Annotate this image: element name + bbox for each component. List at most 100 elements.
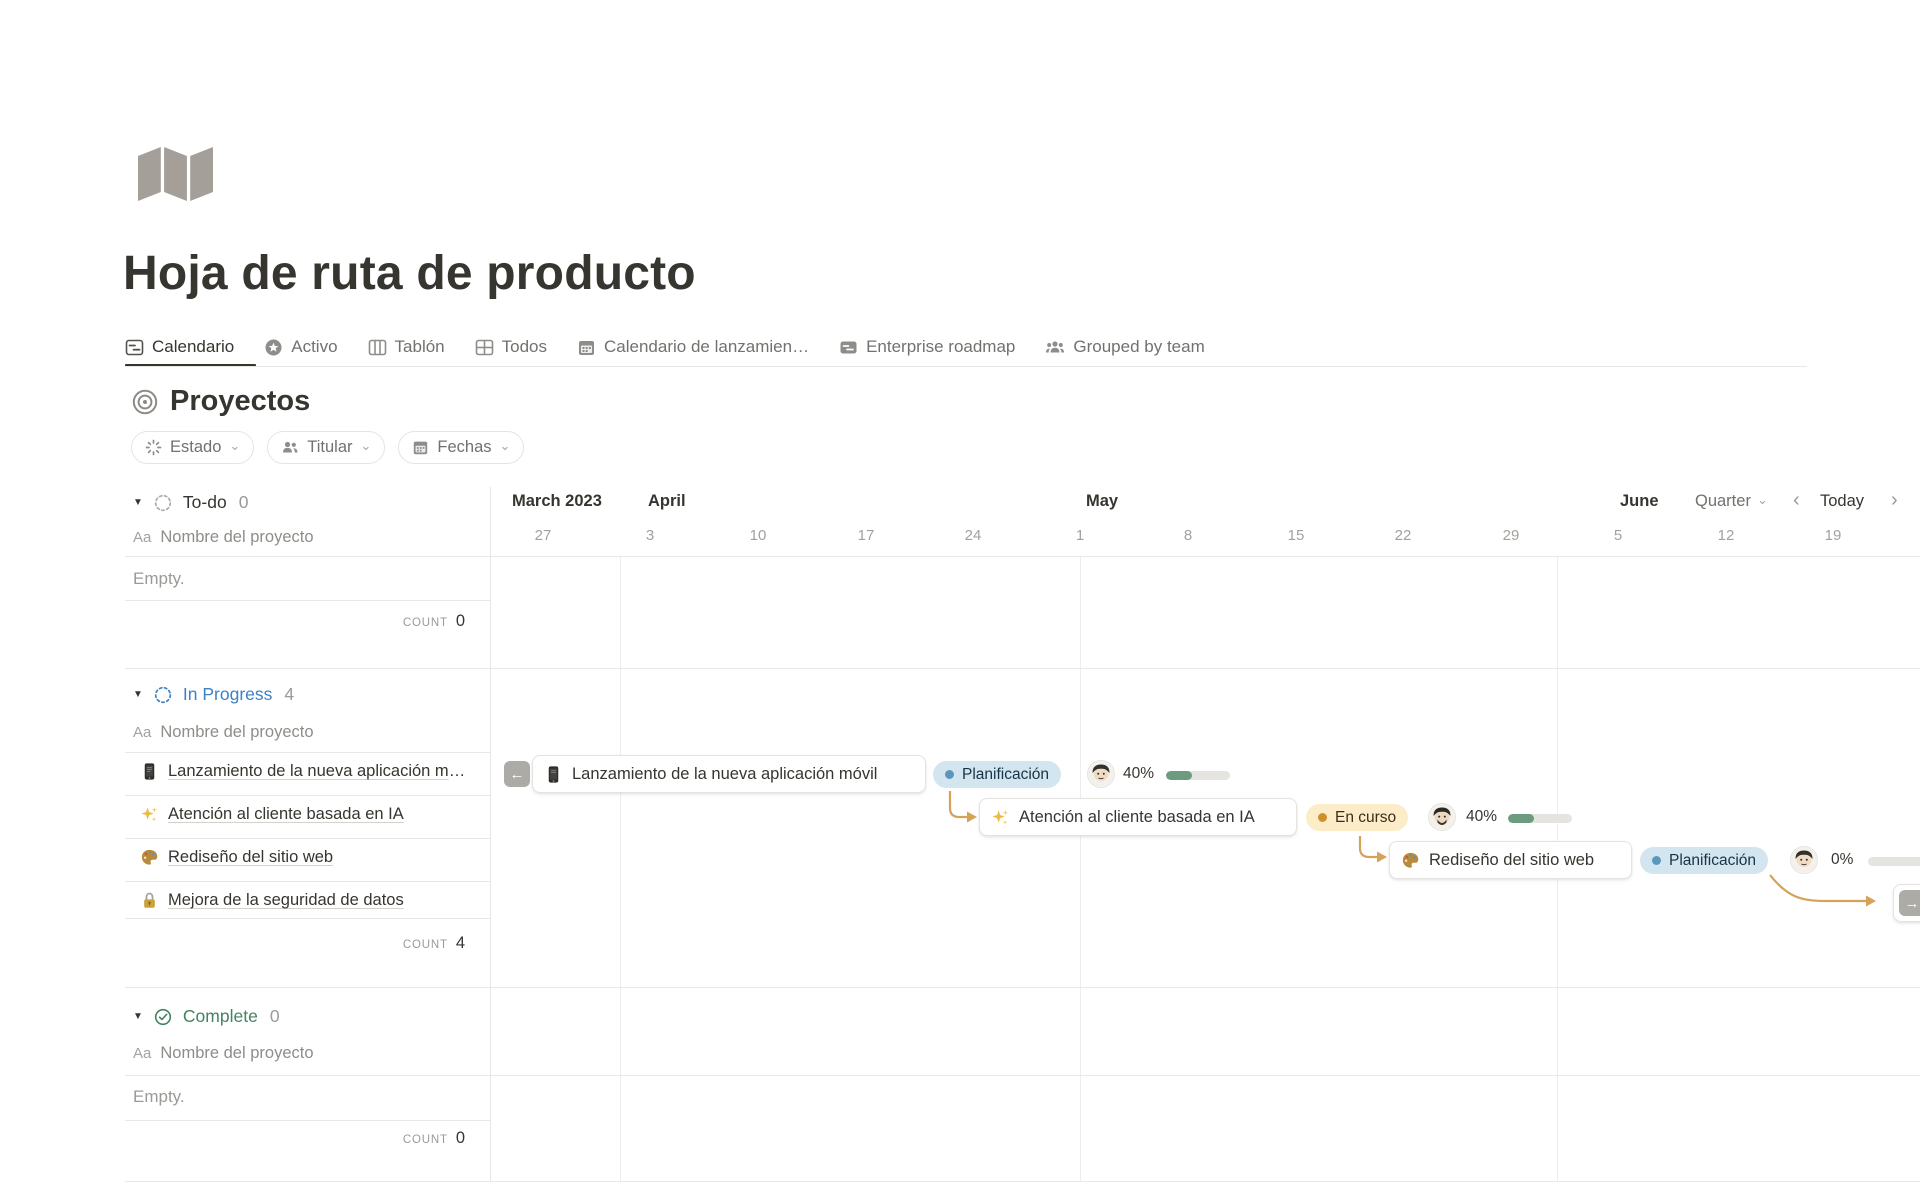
tab-calendario[interactable]: Calendario: [125, 337, 234, 357]
filter-titular[interactable]: Titular ⌄: [267, 431, 386, 464]
people-group-icon: [1045, 338, 1065, 357]
gridline-header-bottom: [125, 556, 1920, 557]
date-tick: 27: [534, 527, 552, 544]
group-name: To-do: [182, 492, 227, 512]
row-separator: [125, 918, 490, 919]
mobile-phone-icon: [140, 762, 159, 781]
today-button[interactable]: Today: [1820, 492, 1864, 511]
tab-tablon[interactable]: Tablón: [368, 337, 445, 357]
people-icon: [281, 439, 299, 456]
scroll-to-item-left-button[interactable]: ←: [504, 761, 530, 787]
board-view-icon: [368, 338, 387, 357]
group-header-complete[interactable]: ▼ Complete 0: [133, 1006, 280, 1027]
calendar-view-icon: [577, 338, 596, 357]
empty-row: Empty.: [133, 1087, 185, 1106]
gridline-complete-header-bottom: [125, 1075, 1920, 1076]
tab-todos[interactable]: Todos: [475, 337, 547, 357]
calendar-icon: [412, 439, 429, 456]
left-arrow-icon: ←: [509, 765, 525, 783]
tab-activo[interactable]: Activo: [264, 337, 338, 357]
timeline-card-mejora-peek[interactable]: →: [1893, 884, 1920, 922]
filter-estado[interactable]: Estado ⌄: [131, 431, 255, 464]
tab-label: Tablón: [394, 337, 445, 356]
month-label: June: [1620, 492, 1659, 510]
zoom-level-dropdown[interactable]: Quarter ⌄: [1695, 492, 1768, 511]
status-badge: En curso: [1306, 804, 1409, 831]
gridline-complete-bottom: [125, 1181, 1920, 1182]
group-header-in-progress[interactable]: ▼ In Progress 4: [133, 684, 294, 705]
row-separator: [125, 752, 490, 753]
progress-fill: [1508, 814, 1534, 823]
group-header-todo[interactable]: ▼ To-do 0: [133, 492, 248, 513]
group-name: In Progress: [182, 684, 273, 704]
list-item-rediseno[interactable]: Rediseño del sitio web: [140, 848, 333, 867]
date-tick: 12: [1717, 527, 1735, 544]
property-name: Nombre del proyecto: [160, 723, 314, 741]
gridline-may: [1080, 556, 1081, 1181]
palette-icon: [140, 848, 159, 867]
status-label: Planificación: [962, 765, 1050, 783]
text-property-icon: Aa: [133, 529, 152, 546]
page-map-icon[interactable]: [132, 140, 222, 208]
mobile-phone-icon: [544, 765, 563, 784]
list-item-atencion[interactable]: Atención al cliente basada en IA: [140, 805, 404, 824]
gridline-inprogress-bottom: [125, 987, 1920, 988]
count-row-in-progress: COUNT 4: [125, 934, 477, 953]
row-separator: [125, 1120, 490, 1121]
avatar: [1428, 803, 1456, 831]
property-name: Nombre del proyecto: [160, 1044, 314, 1062]
scroll-to-item-right-button[interactable]: →: [1899, 890, 1920, 916]
status-badge: Planificación: [933, 761, 1062, 788]
count-row-todo: COUNT 0: [125, 612, 477, 631]
count-value: 0: [455, 1129, 465, 1147]
sparkles-icon: [140, 805, 159, 824]
status-spinner-icon: [145, 439, 162, 456]
connector-1: [948, 791, 967, 819]
card-title: Rediseño del sitio web: [1429, 850, 1595, 869]
tab-enterprise-roadmap[interactable]: Enterprise roadmap: [839, 337, 1015, 357]
property-header-row[interactable]: Aa Nombre del proyecto: [133, 1044, 314, 1063]
toggle-triangle-icon[interactable]: ▼: [133, 1011, 143, 1022]
connector-2: [1358, 836, 1377, 859]
toggle-triangle-icon[interactable]: ▼: [133, 689, 143, 700]
progress-fill: [1166, 771, 1192, 780]
month-label: April: [648, 492, 686, 510]
today-label: Today: [1820, 492, 1865, 510]
item-title: Rediseño del sitio web: [168, 848, 334, 866]
date-tick: 15: [1287, 527, 1305, 544]
property-name: Nombre del proyecto: [160, 528, 314, 546]
roadmap-card-icon: [839, 338, 858, 357]
property-header-row[interactable]: Aa Nombre del proyecto: [133, 723, 314, 742]
timeline-view-icon: [125, 338, 144, 357]
timeline-prev-button[interactable]: ‹: [1793, 489, 1800, 512]
month-label: March 2023: [512, 492, 602, 510]
date-tick: 19: [1824, 527, 1842, 544]
timeline-next-button[interactable]: ›: [1891, 489, 1898, 512]
gridline-column-border: [490, 487, 491, 1181]
timeline-card-lanzamiento[interactable]: Lanzamiento de la nueva aplicación móvil: [532, 755, 926, 793]
gridline-april: [620, 556, 621, 1181]
count-value: 4: [455, 934, 465, 952]
list-item-lanzamiento[interactable]: Lanzamiento de la nueva aplicación móvil: [140, 762, 468, 781]
card-title: Lanzamiento de la nueva aplicación móvil: [572, 764, 878, 783]
property-header-row[interactable]: Aa Nombre del proyecto: [133, 528, 314, 547]
zoom-level-label: Quarter: [1695, 492, 1751, 510]
palette-icon: [1401, 851, 1420, 870]
status-dot: [1652, 856, 1661, 865]
timeline-card-atencion[interactable]: Atención al cliente basada en IA: [979, 798, 1297, 836]
tab-calendario-de-lanzamiento[interactable]: Calendario de lanzamien…: [577, 337, 809, 357]
tabs-divider: [125, 366, 1807, 367]
tab-grouped-by-team[interactable]: Grouped by team: [1045, 337, 1205, 357]
tab-label: Grouped by team: [1073, 337, 1205, 356]
month-label: May: [1086, 492, 1119, 510]
item-title: Mejora de la seguridad de datos: [168, 891, 404, 909]
timeline-card-rediseno[interactable]: Rediseño del sitio web: [1389, 841, 1632, 879]
toggle-triangle-icon[interactable]: ▼: [133, 497, 143, 508]
right-arrow-icon: →: [1904, 894, 1920, 912]
status-badge: Planificación: [1640, 847, 1769, 874]
list-item-mejora[interactable]: Mejora de la seguridad de datos: [140, 891, 404, 910]
filter-fechas[interactable]: Fechas ⌄: [398, 431, 525, 464]
chevron-right-icon: ›: [1891, 489, 1898, 511]
date-tick: 22: [1394, 527, 1412, 544]
count-row-complete: COUNT 0: [125, 1129, 477, 1148]
